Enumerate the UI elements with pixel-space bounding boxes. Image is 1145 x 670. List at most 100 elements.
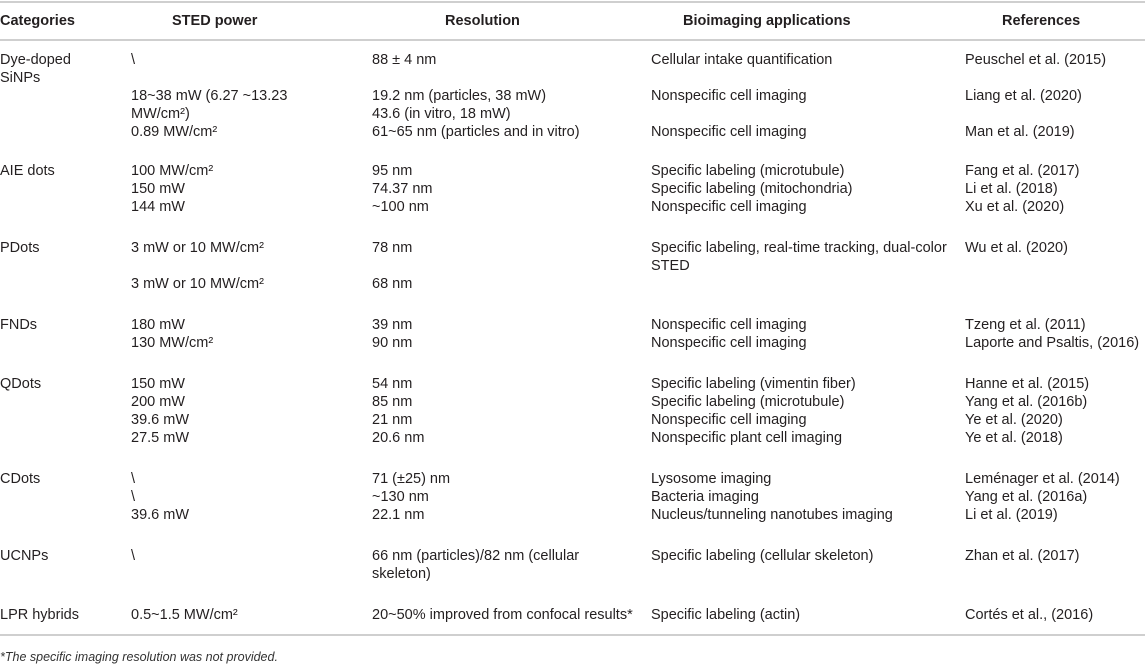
application-cell: Specific labeling (microtubule) (651, 151, 965, 180)
sted-power-cell: 200 mW (131, 393, 372, 411)
reference-cell-text: Li et al. (2019) (965, 507, 1058, 523)
resolution-cell: 85 nm (372, 393, 651, 411)
sted-power-cell: 39.6 mW (131, 506, 372, 536)
reference-cell-text: Peuschel et al. (2015) (965, 52, 1107, 68)
resolution-cell-text: 22.1 nm (372, 507, 425, 523)
reference-cell-text: Hanne et al. (2015) (965, 376, 1090, 392)
sted-power-cell-text: 180 mW (131, 317, 185, 333)
application-cell-text: Cellular intake quantification (651, 52, 833, 68)
category-cell (0, 334, 131, 364)
category-cell-text: AIE dots (0, 163, 55, 179)
sted-power-cell-text: 100 MW/cm² (131, 163, 214, 179)
reference-cell-text: Yang et al. (2016b) (965, 394, 1088, 410)
reference-cell: Liang et al. (2020) (965, 87, 1145, 123)
application-cell-text: Specific labeling (microtubule) (651, 163, 845, 179)
sted-power-cell: 130 MW/cm² (131, 334, 372, 364)
application-cell: Nonspecific cell imaging (651, 123, 965, 151)
category-cell: LPR hybrids (0, 595, 131, 635)
resolution-cell-text: 20.6 nm (372, 430, 425, 446)
table-row: 39.6 mW 22.1 nm Nucleus/tunneling nanotube… (0, 506, 1145, 536)
table-row: QDots 150 mW 54 nm Specific labeling (vimen… (0, 364, 1145, 393)
sted-power-cell: 39.6 mW (131, 411, 372, 429)
sted-power-cell: 18~38 mW (6.27 ~13.23 MW/cm²) (131, 87, 372, 123)
application-cell: Cellular intake quantification (651, 40, 965, 87)
resolution-cell: 95 nm (372, 151, 651, 180)
reference-cell-text: Xu et al. (2020) (965, 199, 1065, 215)
reference-cell-text: Leménager et al. (2014) (965, 471, 1120, 487)
category-group: CDots \ 71 (±25) nm Lysosome imaging Leménag… (0, 459, 1145, 536)
application-cell: Nonspecific plant cell imaging (651, 429, 965, 459)
resolution-cell-text: 39 nm (372, 317, 413, 333)
table-header: Categories STED power Resolution Bioimag… (0, 2, 1145, 40)
resolution-cell-text: 74.37 nm (372, 181, 433, 197)
sted-power-cell-text: 0.5~1.5 MW/cm² (131, 607, 238, 623)
reference-cell: Ye et al. (2018) (965, 429, 1145, 459)
reference-cell: Xu et al. (2020) (965, 198, 1145, 228)
category-cell (0, 411, 131, 429)
application-cell: Lysosome imaging (651, 459, 965, 488)
category-group: AIE dots 100 MW/cm² 95 nm Specific labeling… (0, 151, 1145, 228)
application-cell: Nonspecific cell imaging (651, 87, 965, 123)
resolution-cell: 20.6 nm (372, 429, 651, 459)
reference-cell-text: Wu et al. (2020) (965, 240, 1068, 256)
resolution-cell-text: 78 nm (372, 240, 413, 256)
resolution-cell: 19.2 nm (particles, 38 mW) 43.6 (in vitr… (372, 87, 651, 123)
category-group: FNDs 180 mW 39 nm Nonspecific cell imaging T… (0, 305, 1145, 364)
sted-power-cell: \ (131, 459, 372, 488)
category-cell: AIE dots (0, 151, 131, 180)
application-cell: Specific labeling (cellular skeleton) (651, 536, 965, 595)
resolution-cell: 71 (±25) nm (372, 459, 651, 488)
table-row: AIE dots 100 MW/cm² 95 nm Specific labeling… (0, 151, 1145, 180)
resolution-cell: 90 nm (372, 334, 651, 364)
application-cell-text: Specific labeling (cellular skeleton) (651, 548, 874, 564)
application-cell-text: Specific labeling (mitochondria) (651, 181, 853, 197)
header-categories: Categories (0, 13, 75, 29)
resolution-cell: 88 ± 4 nm (372, 40, 651, 87)
category-cell-text: QDots (0, 376, 42, 392)
sted-power-cell: \ (131, 488, 372, 506)
sted-power-cell: 150 mW (131, 180, 372, 198)
category-cell: UCNPs (0, 536, 131, 595)
category-cell: CDots (0, 459, 131, 488)
table-footnote: *The specific imaging resolution was not… (0, 650, 278, 664)
table-row: 130 MW/cm² 90 nm Nonspecific cell imaging L… (0, 334, 1145, 364)
application-cell-text: Nonspecific cell imaging (651, 335, 807, 351)
resolution-cell-text: 20~50% improved from confocal results* (372, 607, 633, 623)
resolution-cell: 22.1 nm (372, 506, 651, 536)
resolution-cell-text: 68 nm (372, 276, 413, 292)
application-cell-text: Nonspecific cell imaging (651, 199, 807, 215)
resolution-cell: 39 nm (372, 305, 651, 334)
category-cell (0, 488, 131, 506)
sted-power-cell: 100 MW/cm² (131, 151, 372, 180)
table-row: LPR hybrids 0.5~1.5 MW/cm² 20~50% improved… (0, 595, 1145, 635)
category-group: LPR hybrids 0.5~1.5 MW/cm² 20~50% improved… (0, 595, 1145, 635)
sted-power-cell: 27.5 mW (131, 429, 372, 459)
category-cell (0, 123, 131, 151)
application-cell-text: Lysosome imaging (651, 471, 772, 487)
category-cell-text: UCNPs (0, 548, 49, 564)
application-cell-text: Nonspecific cell imaging (651, 88, 807, 104)
application-cell-text: Bacteria imaging (651, 489, 759, 505)
resolution-cell-text: 88 ± 4 nm (372, 52, 437, 68)
sted-power-cell: \ (131, 40, 372, 87)
sted-power-cell: 3 mW or 10 MW/cm² (131, 275, 372, 305)
sted-power-cell-text: 130 MW/cm² (131, 335, 214, 351)
reference-cell: Yang et al. (2016b) (965, 393, 1145, 411)
resolution-cell: 78 nm (372, 228, 651, 275)
sted-power-cell-text: \ (131, 471, 136, 487)
application-cell (651, 275, 965, 305)
reference-cell-text: Fang et al. (2017) (965, 163, 1080, 179)
reference-cell: Tzeng et al. (2011) (965, 305, 1145, 334)
reference-cell-text: Man et al. (2019) (965, 124, 1075, 140)
sted-power-cell-text: 27.5 mW (131, 430, 190, 446)
table-row: CDots \ 71 (±25) nm Lysosome imaging Leménag… (0, 459, 1145, 488)
sted-power-cell-text: 200 mW (131, 394, 185, 410)
sted-power-cell-text: 144 mW (131, 199, 185, 215)
application-cell: Nonspecific cell imaging (651, 334, 965, 364)
category-group: PDots 3 mW or 10 MW/cm² 78 nm Specific labe… (0, 228, 1145, 305)
category-group: QDots 150 mW 54 nm Specific labeling (vimen… (0, 364, 1145, 459)
table-row: FNDs 180 mW 39 nm Nonspecific cell imaging T… (0, 305, 1145, 334)
application-cell-text: Specific labeling (actin) (651, 607, 801, 623)
reference-cell-text: Li et al. (2018) (965, 181, 1058, 197)
resolution-cell-text: ~130 nm (372, 489, 429, 505)
